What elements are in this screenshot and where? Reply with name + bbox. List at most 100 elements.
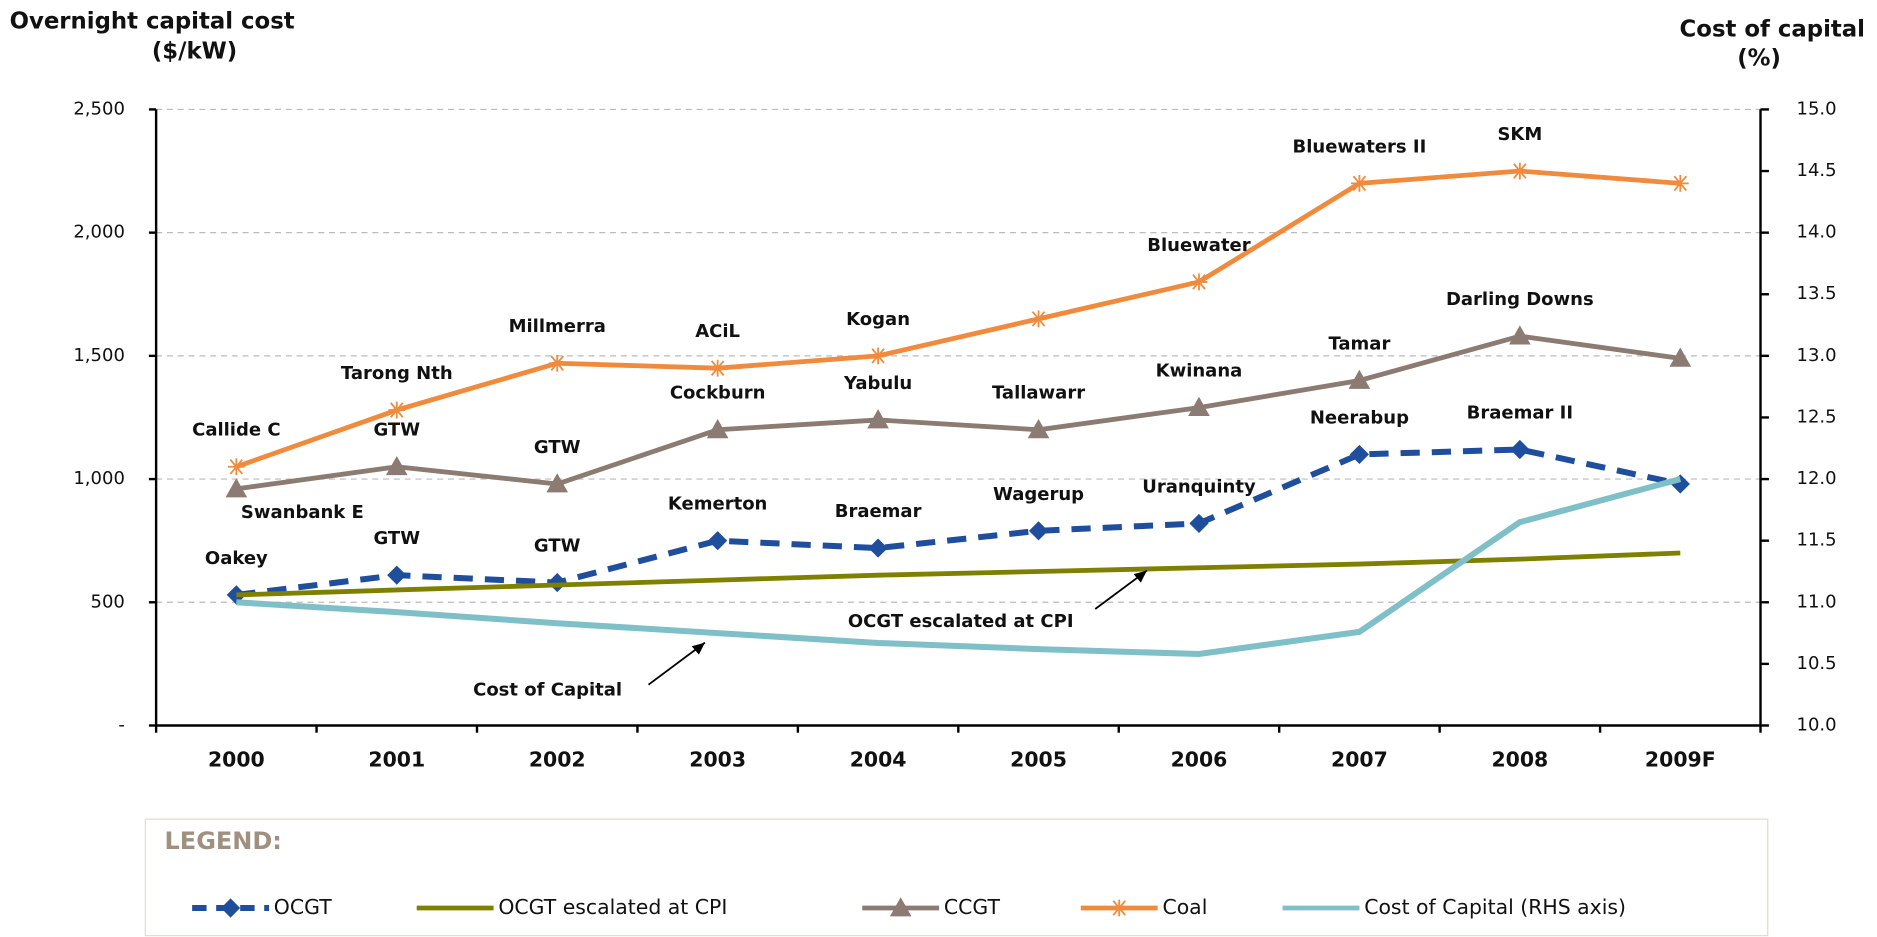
data-label: Yabulu [843,373,912,394]
y2-tick-label: 12.0 [1797,468,1837,489]
data-label: GTW [534,536,581,557]
legend-label: OCGT [274,895,332,919]
y-tick-label: 1,000 [73,468,125,489]
legend-label: CCGT [944,895,1001,919]
marker [868,538,888,558]
y2-tick-label: 10.5 [1797,653,1837,674]
legend-title: LEGEND: [165,827,282,855]
data-label: Kemerton [668,494,767,515]
annotation: OCGT escalated at CPI [848,611,1074,632]
marker [1511,162,1529,180]
marker [1030,310,1047,328]
y2-axis-title: Cost of capital [1680,17,1865,43]
x-tick-label: 2007 [1331,747,1388,771]
data-label: GTW [534,437,581,458]
data-label: ACiL [695,321,740,342]
marker [1028,521,1049,541]
data-label: Tallawarr [992,383,1085,404]
y2-axis-title: (%) [1737,45,1781,71]
marker [1348,369,1371,389]
marker [1510,439,1530,460]
data-label: Oakey [205,548,268,569]
y-tick-label: - [118,714,125,735]
data-label: Uranquinty [1142,476,1256,497]
data-label: Kogan [846,309,910,330]
marker [867,409,889,429]
data-label: Cockburn [670,383,766,404]
x-tick-label: 2000 [208,747,265,771]
data-label: GTW [373,528,420,549]
x-tick-label: 2006 [1171,747,1228,771]
y2-tick-label: 11.5 [1797,530,1837,551]
marker [385,455,408,476]
arrow-head [691,642,705,655]
y2-tick-label: 15.0 [1797,98,1837,119]
y2-tick-label: 13.5 [1797,283,1837,304]
y-tick-label: 2,000 [73,222,125,243]
series-line [235,168,1681,470]
marker [1110,899,1128,917]
x-tick-label: 2008 [1491,747,1548,771]
marker [869,347,887,365]
series-line [236,550,1681,598]
legend-box [144,818,1769,937]
series-line [236,333,1681,492]
marker [706,418,729,439]
legend-label: Cost of Capital (RHS axis) [1364,895,1626,919]
marker [227,458,245,476]
y2-tick-label: 14.0 [1797,222,1837,243]
data-label: Braemar II [1467,402,1573,423]
marker [220,898,241,918]
y2-tick-label: 11.0 [1797,591,1837,612]
y2-tick-label: 10.0 [1797,714,1837,735]
marker [387,565,407,585]
y-tick-label: 1,500 [73,345,125,366]
data-label: Tarong Nth [341,363,453,384]
x-tick-label: 2005 [1010,747,1067,771]
marker [708,531,728,551]
data-label: Bluewaters II [1293,136,1427,157]
x-tick-label: 2001 [368,747,425,771]
legend-label: OCGT escalated at CPI [498,895,727,919]
marker [1351,174,1368,192]
data-label: SKM [1497,124,1542,145]
arrow-head [1133,570,1147,583]
marker [1188,396,1210,417]
legend-label: Coal [1162,895,1207,919]
x-tick-label: 2003 [689,747,746,771]
y2-tick-label: 13.0 [1797,345,1837,366]
data-label: Braemar [835,501,922,522]
y-tick-label: 2,500 [73,98,125,119]
y-axis-title: Overnight capital cost [10,8,295,34]
marker [1027,418,1050,439]
marker [1189,513,1209,534]
marker [548,354,566,372]
data-label: Kwinana [1156,361,1243,382]
y-axis-title: ($/kW) [152,38,237,64]
marker [1671,174,1689,192]
data-label: Wagerup [993,484,1084,505]
data-label: Neerabup [1310,407,1409,428]
marker [1509,325,1531,345]
marker [388,401,406,419]
marker [889,897,912,917]
marker [546,473,569,493]
data-label: GTW [373,420,420,441]
x-tick-label: 2004 [850,747,907,771]
data-label: Swanbank E [241,502,364,523]
series-line [236,476,1682,658]
y2-tick-label: 14.5 [1797,160,1837,181]
marker [1190,273,1208,291]
y2-tick-label: 12.5 [1797,406,1837,427]
marker [1669,347,1692,367]
data-label: Callide C [192,420,280,441]
marker [709,359,727,377]
x-tick-label: 2009F [1645,747,1716,771]
x-tick-label: 2002 [529,747,586,771]
data-label: Darling Downs [1446,289,1594,310]
y-tick-label: 500 [91,591,125,612]
annotation: Cost of Capital [473,680,622,701]
data-label: Bluewater [1147,235,1251,256]
marker [1670,474,1690,494]
